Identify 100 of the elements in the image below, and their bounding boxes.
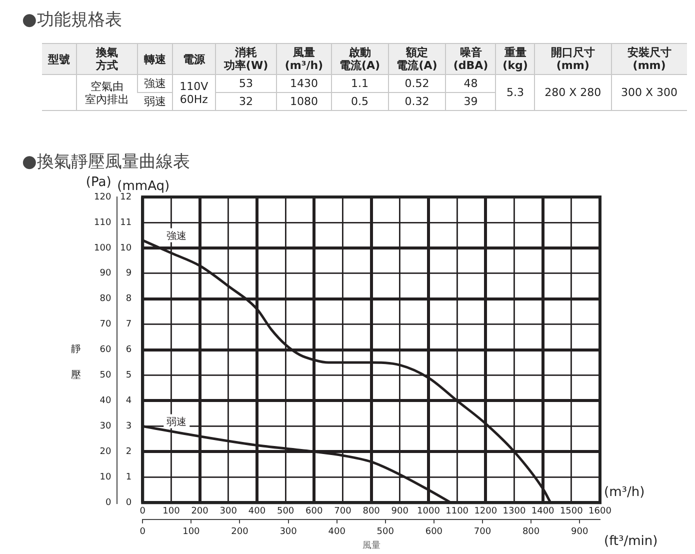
text: 風量 <box>292 46 316 59</box>
text: 功率(W) <box>222 59 270 72</box>
x-tick-label: 800 <box>362 506 380 516</box>
text: 電源 <box>182 52 206 66</box>
text: 方式 <box>94 59 119 72</box>
text: 1080 <box>288 95 319 108</box>
text: 電流(A) <box>338 59 382 72</box>
text: 280 X 280 <box>544 86 602 99</box>
y2-axis-title: (mmAq) <box>117 178 170 194</box>
text: 轉速 <box>143 52 168 66</box>
y2-tick-label: 9 <box>126 268 132 279</box>
x-tick-label: 0 <box>140 506 146 516</box>
y-tick-label: 80 <box>100 294 112 304</box>
text: (kg) <box>502 59 529 72</box>
x-tick-label: 900 <box>391 506 409 516</box>
y-tick-label: 20 <box>100 447 112 458</box>
y-tick-label: 60 <box>100 345 112 356</box>
x-tick-label: 1500 <box>560 506 584 516</box>
x2-tick-label: 800 <box>522 527 540 538</box>
y2-tick-label: 11 <box>120 218 132 228</box>
text: 強速 <box>143 77 168 90</box>
x-axis-title: 風量 <box>362 540 380 551</box>
y-tick-label: 120 <box>94 192 112 202</box>
x-tick-label: 1000 <box>417 506 440 516</box>
y2-tick-label: 1 <box>126 472 132 482</box>
y-tick-label: 30 <box>100 422 112 432</box>
y-tick-label: 90 <box>100 268 112 279</box>
x-tick-label: 1300 <box>502 506 526 516</box>
text: (dBA) <box>452 59 490 72</box>
text: 室內排出 <box>84 92 130 106</box>
x-tick-label: 600 <box>306 506 323 516</box>
x-tick-label: 1400 <box>531 506 555 516</box>
series-label: 弱速 <box>166 416 187 428</box>
y2-tick-label: 2 <box>126 447 132 458</box>
x-tick-label: 200 <box>191 506 209 516</box>
x-tick-label: 500 <box>276 506 294 516</box>
text: 消耗 <box>234 46 258 59</box>
text: ●功能規格表 <box>22 9 123 31</box>
x2-tick-label: 300 <box>280 527 298 538</box>
text: 安裝尺寸 <box>626 46 672 59</box>
x-tick-label: 300 <box>220 506 238 516</box>
x2-tick-label: 200 <box>231 527 249 538</box>
text: 60Hz <box>178 92 209 106</box>
x-tick-label: 400 <box>248 506 266 516</box>
text: 300 X 300 <box>620 86 679 99</box>
y-tick-label: 100 <box>94 243 112 254</box>
text: 靜壓 <box>71 344 81 382</box>
text: (mm) <box>555 59 590 72</box>
text: (Pa) <box>86 174 112 190</box>
x2-tick-label: 900 <box>571 527 588 538</box>
x2-tick-label: 600 <box>425 527 443 538</box>
y-tick-label: 10 <box>100 472 112 482</box>
text: 電流(A) <box>396 59 438 72</box>
y2-tick-label: 3 <box>126 422 132 432</box>
y2-tick-label: 7 <box>126 320 132 330</box>
y-tick-label: 0 <box>105 498 112 508</box>
text: (m³/h) <box>604 484 645 500</box>
text: 5.3 <box>506 86 526 99</box>
x2-tick-label: 500 <box>376 527 394 538</box>
text: 48 <box>462 77 479 90</box>
y-tick-label: 50 <box>100 370 112 381</box>
x2-tick-label: 700 <box>474 527 492 538</box>
y2-tick-label: 12 <box>120 192 132 202</box>
y-tick-label: 110 <box>94 218 112 228</box>
text: 型號 <box>46 52 71 66</box>
text: 0.52 <box>404 77 430 90</box>
text: 噪音 <box>458 46 483 59</box>
x-tick-label: 1100 <box>446 506 469 516</box>
x-tick-label: 1600 <box>588 506 612 516</box>
series-label: 強速 <box>166 230 187 242</box>
text: 額定 <box>404 46 429 59</box>
text: (mm) <box>632 59 667 72</box>
x2-tick-label: 100 <box>182 527 200 538</box>
text: 弱速 <box>142 95 167 108</box>
text: 0.32 <box>404 95 430 108</box>
text: 換氣 <box>94 46 119 59</box>
y2-tick-label: 10 <box>120 243 132 254</box>
text: 53 <box>238 77 254 90</box>
text: 啟動 <box>348 46 372 59</box>
text: 110V <box>178 80 210 92</box>
text: 重量 <box>503 46 528 59</box>
chart-title: ●換氣靜壓風量曲線表 <box>22 151 191 173</box>
y2-tick-label: 5 <box>126 370 132 381</box>
x2-tick-label: 400 <box>328 527 346 538</box>
text: 1.1 <box>350 77 370 90</box>
text: 空氣由 <box>89 80 124 92</box>
x2-tick-label: 0 <box>140 527 146 538</box>
text: 39 <box>462 95 479 108</box>
text: (m³/h) <box>284 59 324 72</box>
y-tick-label: 40 <box>100 396 112 406</box>
x-tick-label: 100 <box>162 506 180 516</box>
x2-axis-title: (ft³/min) <box>604 534 658 549</box>
y2-tick-label: 4 <box>126 396 132 406</box>
y-tick-label: 70 <box>100 320 112 330</box>
text: 1430 <box>288 77 319 90</box>
y2-tick-label: 0 <box>126 498 132 508</box>
x-tick-label: 1200 <box>474 506 498 516</box>
text: 0.5 <box>350 95 370 108</box>
text: 開口尺寸 <box>550 46 596 59</box>
x-tick-label: 700 <box>334 506 352 516</box>
